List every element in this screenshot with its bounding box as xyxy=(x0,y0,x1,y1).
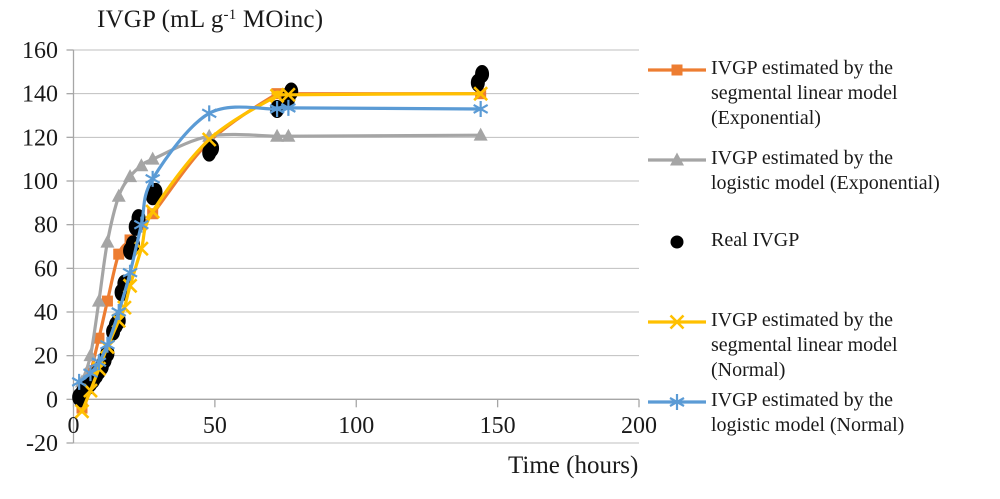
asterisk-marker-icon xyxy=(71,373,87,390)
legend-label: IVGP estimated by the logistic model (No… xyxy=(711,389,905,436)
x-tick-label: 100 xyxy=(338,413,374,439)
y-tick-label: 20 xyxy=(34,344,58,370)
x-tick-label: 50 xyxy=(203,413,227,439)
asterisk-marker-icon xyxy=(133,216,149,233)
square-marker-icon xyxy=(113,248,125,260)
chart-title: IVGP (mL g-1 MOinc) xyxy=(97,6,323,34)
triangle-marker-icon xyxy=(91,293,106,307)
legend-item-segmental-exponential: IVGP estimated by the segmental linear m… xyxy=(646,56,898,131)
legend: IVGP estimated by the segmental linear m… xyxy=(646,0,998,499)
y-tick-label: 80 xyxy=(34,213,58,239)
asterisk-marker-icon xyxy=(111,304,127,320)
triangle-marker-icon xyxy=(270,128,285,142)
chart-title-text: IVGP (mL g xyxy=(97,6,224,33)
axes xyxy=(66,49,640,444)
triangle-marker-icon xyxy=(111,188,126,202)
y-tick-label: 120 xyxy=(22,125,58,151)
series-1 xyxy=(74,127,488,388)
legend-item-logistic-normal: IVGP estimated by the logistic model (No… xyxy=(646,388,904,438)
asterisk-marker-icon xyxy=(669,394,685,410)
asterisk-marker-icon xyxy=(145,170,161,187)
asterisk-marker-icon xyxy=(280,99,296,116)
y-tick-label: 60 xyxy=(34,256,58,282)
x-tick-label: 200 xyxy=(621,413,657,439)
x-axis-title: Time (hours) xyxy=(508,452,639,479)
x-marker-icon xyxy=(83,383,98,399)
triangle-marker-icon xyxy=(202,128,217,142)
triangle-marker-icon xyxy=(134,158,149,172)
circle-marker-icon xyxy=(670,235,684,249)
square-marker-icon xyxy=(93,332,105,344)
triangle-marker-icon xyxy=(100,234,115,248)
asterisk-marker-icon xyxy=(648,394,706,410)
triangle-marker-icon xyxy=(83,348,98,362)
legend-item-logistic-exponential: IVGP estimated by the logistic model (Ex… xyxy=(646,146,940,196)
circle-marker-icon xyxy=(475,65,490,84)
x-tick-label: 150 xyxy=(480,413,516,439)
legend-label: Real IVGP xyxy=(711,229,800,251)
legend-item-segmental-normal: IVGP estimated by the segmental linear m… xyxy=(646,308,898,383)
series-line xyxy=(80,132,483,384)
y-tick-label: 40 xyxy=(34,300,58,326)
tick-labels: -20 0 20 40 60 80 100 120 140 160 0 50 100 150 200 xyxy=(22,38,657,457)
asterisk-marker-icon xyxy=(122,264,138,281)
asterisk-marker-icon xyxy=(201,105,217,122)
x-marker-icon xyxy=(280,87,296,103)
triangle-marker-icon xyxy=(123,169,138,183)
x-marker-icon xyxy=(145,204,161,219)
legend-label: IVGP estimated by the segmental linear m… xyxy=(711,309,898,381)
asterisk-marker-icon xyxy=(99,336,115,353)
x-marker-icon xyxy=(74,403,90,419)
circle-marker-icon xyxy=(148,182,163,201)
asterisk-marker-icon xyxy=(91,354,107,371)
square-marker-icon xyxy=(671,64,683,76)
chart-title-superscript: -1 xyxy=(223,7,237,23)
circle-marker-icon xyxy=(205,139,220,158)
circle-marker-icon xyxy=(670,235,684,249)
x-marker-icon xyxy=(201,132,217,147)
triangle-marker-icon xyxy=(473,127,488,141)
y-tick-label: 0 xyxy=(46,387,58,413)
triangle-marker-icon xyxy=(281,128,296,142)
legend-label: IVGP estimated by the logistic model (Ex… xyxy=(711,147,940,194)
asterisk-marker-icon xyxy=(473,100,489,117)
triangle-marker-icon xyxy=(648,152,706,166)
x-marker-icon xyxy=(669,314,685,330)
y-tick-label: 160 xyxy=(22,38,58,64)
square-marker-icon xyxy=(648,64,706,76)
triangle-marker-icon xyxy=(145,151,160,165)
square-marker-icon xyxy=(101,295,113,307)
chart-title-suffix: MOinc) xyxy=(236,6,324,33)
legend-label: IVGP estimated by the segmental linear m… xyxy=(711,57,898,129)
x-marker-icon xyxy=(648,314,706,330)
y-tick-label: 140 xyxy=(22,82,58,108)
y-tick-label: -20 xyxy=(26,431,58,457)
gridlines xyxy=(73,49,639,444)
x-marker-icon xyxy=(473,86,489,102)
series-4 xyxy=(71,99,489,390)
x-tick-label: 0 xyxy=(68,413,80,439)
legend-item-real-ivgp: Real IVGP xyxy=(646,228,799,255)
y-tick-label: 100 xyxy=(22,169,58,195)
asterisk-marker-icon xyxy=(82,365,99,382)
triangle-marker-icon xyxy=(670,152,684,166)
